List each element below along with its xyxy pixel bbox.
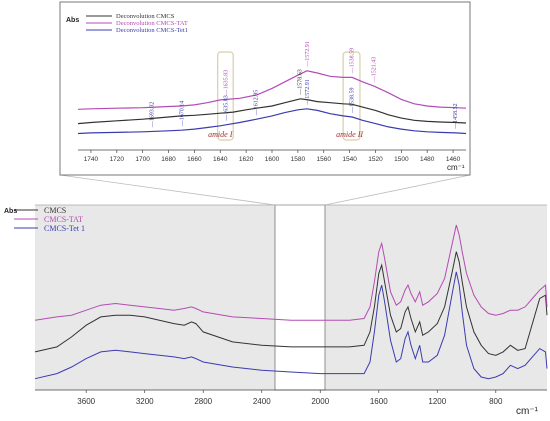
main-highlight-window (274, 204, 326, 391)
main-legend-label: CMCS-Tet 1 (44, 224, 85, 233)
inset-x-tick-label: 1600 (265, 156, 280, 163)
inset-frame (59, 1, 471, 176)
inset-x-tick-label: 1640 (213, 156, 228, 163)
inset-series-line (77, 98, 467, 125)
inset-x-tick-label: 1580 (291, 156, 306, 163)
main-xlabel: cm⁻¹ (516, 406, 539, 417)
peak-label: —1635.83 (224, 70, 230, 97)
zoom-connector-right (324, 174, 471, 206)
main-x-tick-label: 2800 (194, 397, 212, 406)
main-x-ticks: 3600 3200 2800 2400 2000 1600 1200 800 (77, 390, 503, 406)
main-x-tick-label: 800 (489, 397, 503, 406)
main-plot-area (34, 224, 548, 380)
inset-x-ticks: 1740 1720 1700 1680 1660 1640 1620 1600 1580 1560… (84, 150, 461, 163)
main-shade-left (35, 205, 275, 390)
main-ylabel: Abs (4, 208, 17, 215)
main-shade-right (325, 205, 547, 390)
main-x-tick-label: 1600 (370, 397, 388, 406)
inset-x-tick-label: 1700 (135, 156, 150, 163)
inset-band-highlights (217, 51, 361, 141)
main-x-tick-label: 3200 (136, 397, 154, 406)
main-x-tick-label: 2400 (253, 397, 271, 406)
inset-x-tick-label: 1520 (368, 156, 383, 163)
peak-label: —1612.95 (253, 90, 259, 117)
peak-label: —1572.91 (305, 41, 311, 68)
peak-label: —1538.59 (349, 48, 355, 75)
peak-label: —1458.52 (453, 103, 459, 130)
inset-x-tick-label: 1720 (110, 156, 125, 163)
inset-xlabel: cm⁻¹ (447, 163, 465, 172)
zoom-connector-left (59, 174, 276, 206)
inset-x-tick-label: 1560 (316, 156, 331, 163)
inset-series-line (77, 108, 467, 135)
main-series-line (34, 224, 548, 321)
peak-label: —1635.83 (224, 95, 230, 122)
peak-label: —1572.91 (305, 79, 311, 106)
inset-x-tick-label: 1620 (239, 156, 254, 163)
inset-x-tick-label: 1540 (342, 156, 357, 163)
amide-annotation: amide II (336, 130, 363, 139)
peak-label: —1521.43 (372, 57, 378, 84)
inset-series-line (77, 70, 467, 110)
inset-x-tick-label: 1680 (161, 156, 176, 163)
inset-x-tick-label: 1740 (84, 156, 99, 163)
inset-x-tick-label: 1660 (187, 156, 202, 163)
peak-label: —1578.63 (298, 69, 304, 96)
inset-peak-labels: —1693.02 —1670.14 —1635.83—1635.83 —1612.95… (150, 41, 459, 130)
inset-legend-label: Deconvolution CMCS-TAT (116, 20, 188, 27)
main-legend-label: CMCS-TAT (44, 215, 83, 224)
inset-x-tick-label: 1500 (394, 156, 409, 163)
peak-label: —1538.59 (349, 88, 355, 115)
main-series-line (34, 251, 548, 356)
inset-annotations: amide I amide II (208, 130, 363, 139)
inset-x-tick-label: 1480 (420, 156, 435, 163)
main-legend-label: CMCS (44, 206, 66, 215)
inset-ylabel: Abs (66, 17, 79, 24)
inset-x-tick-label: 1460 (446, 156, 461, 163)
amide-annotation: amide I (208, 130, 233, 139)
main-x-tick-label: 1200 (428, 397, 446, 406)
inset-plot-area (77, 70, 467, 135)
main-x-tick-label: 3600 (77, 397, 95, 406)
inset-legend-label: Deconvolution CMCS-Tet1 (116, 27, 188, 34)
inset-legend-label: Deconvolution CMCS (116, 13, 175, 20)
main-x-tick-label: 2000 (311, 397, 329, 406)
peak-label: —1693.02 (150, 102, 156, 129)
main-series-line (34, 271, 548, 380)
amide-band-box (342, 51, 361, 141)
peak-label: —1670.14 (179, 101, 185, 128)
amide-band-box (217, 51, 234, 141)
